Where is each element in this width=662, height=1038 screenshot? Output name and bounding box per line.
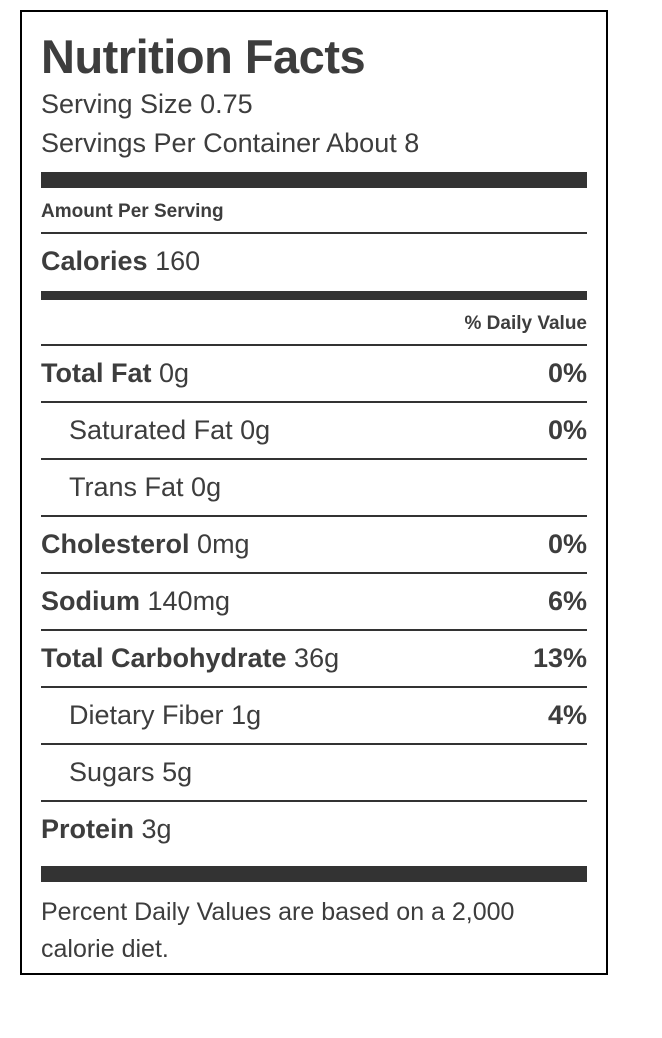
- nutrient-row-left: Sugars 5g: [69, 757, 192, 788]
- nutrient-daily-value: 13%: [532, 643, 587, 674]
- amount-per-serving-heading: Amount Per Serving: [41, 188, 587, 235]
- nutrient-row: Total Fat 0g 0%: [41, 346, 587, 404]
- nutrient-name: Dietary Fiber: [69, 700, 224, 731]
- nutrient-amount: 0g: [191, 472, 222, 503]
- nutrient-amount: 140mg: [147, 586, 231, 617]
- nutrient-row-left: Total Carbohydrate 36g: [41, 643, 339, 674]
- nutrient-daily-value: 0%: [547, 529, 587, 560]
- nutrient-daily-value: 4%: [547, 700, 587, 731]
- servings-per-container-text: Servings Per Container About 8: [41, 128, 420, 159]
- calories-row: Calories 160: [41, 234, 587, 291]
- daily-value-header: % Daily Value: [41, 300, 587, 347]
- nutrient-name: Total Fat: [41, 358, 152, 389]
- separator-bar-medium: [41, 291, 587, 301]
- nutrient-name: Sugars: [69, 757, 155, 788]
- nutrient-row: Saturated Fat 0g 0%: [41, 403, 587, 461]
- calories-label: Calories: [41, 246, 148, 277]
- serving-size-text: Serving Size 0.75: [41, 89, 253, 120]
- nutrient-name: Protein: [41, 814, 135, 845]
- nutrient-amount: 5g: [162, 757, 193, 788]
- nutrient-amount: 36g: [294, 643, 340, 674]
- nutrient-row: Dietary Fiber 1g 4%: [41, 688, 587, 746]
- nutrient-row-left: Cholesterol 0mg: [41, 529, 250, 560]
- nutrient-row: Sodium 140mg 6%: [41, 574, 587, 632]
- nutrient-name: Saturated Fat: [69, 415, 233, 446]
- nutrient-amount: 0mg: [197, 529, 250, 560]
- nutrient-row: Trans Fat 0g: [41, 460, 587, 518]
- nutrient-rows: Total Fat 0g 0% Saturated Fat 0g 0% Tran…: [41, 346, 587, 857]
- nutrient-name: Sodium: [41, 586, 140, 617]
- nutrient-name: Trans Fat: [69, 472, 184, 503]
- nutrient-row: Protein 3g: [41, 802, 587, 857]
- nutrition-facts-label: Nutrition Facts Serving Size 0.75 Servin…: [20, 10, 608, 975]
- nutrient-row: Sugars 5g: [41, 745, 587, 803]
- nutrient-daily-value: 0%: [547, 358, 587, 389]
- nutrient-daily-value: 0%: [547, 415, 587, 446]
- separator-bar-thick-top: [41, 172, 587, 189]
- nutrient-name: Cholesterol: [41, 529, 190, 560]
- nutrient-amount: 0g: [159, 358, 190, 389]
- separator-bar-thick-bottom: [41, 866, 587, 883]
- nutrient-row-left: Dietary Fiber 1g: [69, 700, 261, 731]
- footnote-text: Percent Daily Values are based on a 2,00…: [41, 898, 515, 964]
- nutrient-name: Total Carbohydrate: [41, 643, 287, 674]
- nutrient-row-left: Saturated Fat 0g: [69, 415, 270, 446]
- nutrient-row-left: Total Fat 0g: [41, 358, 189, 389]
- nutrient-daily-value: 6%: [547, 586, 587, 617]
- nutrient-amount: 0g: [240, 415, 271, 446]
- label-title: Nutrition Facts: [41, 30, 366, 83]
- nutrient-row: Cholesterol 0mg 0%: [41, 517, 587, 575]
- calories-value: 160: [155, 246, 201, 277]
- nutrient-amount: 3g: [141, 814, 172, 845]
- nutrient-amount: 1g: [231, 700, 262, 731]
- nutrient-row-left: Sodium 140mg: [41, 586, 230, 617]
- nutrient-row-left: Trans Fat 0g: [69, 472, 221, 503]
- nutrient-row-left: Protein 3g: [41, 814, 172, 845]
- nutrient-row: Total Carbohydrate 36g 13%: [41, 631, 587, 689]
